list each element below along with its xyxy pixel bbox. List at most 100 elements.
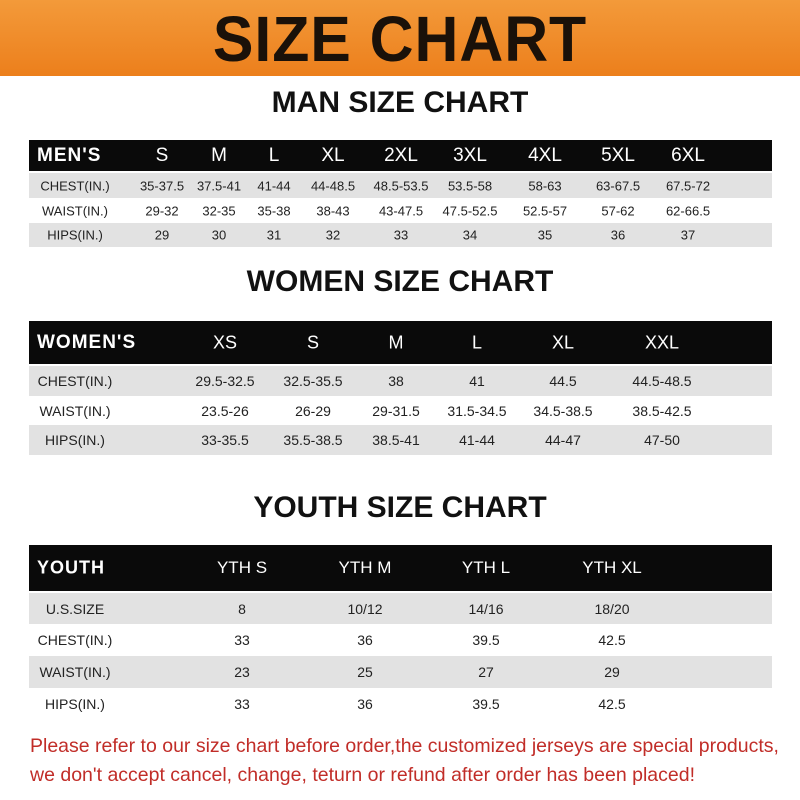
table-cell: 34.5-38.5 — [533, 402, 593, 419]
table-cell: 35-38 — [257, 203, 291, 218]
table-cell: 30 — [211, 227, 227, 243]
table-cell: 44.5 — [549, 373, 577, 389]
table-cell: 57-62 — [601, 203, 635, 218]
table-cell: 58-63 — [528, 178, 562, 193]
size-header: XL — [321, 144, 345, 166]
women-section-title: WOMEN SIZE CHART — [246, 265, 554, 298]
youth-size-table: YOUTH YTH S YTH M YTH L YTH XL U.S.SIZE 8 10/12… — [29, 545, 772, 719]
table-row: HIPS(IN.) 33-35.5 35.5-38.5 38.5-41 41-44 44-… — [29, 425, 772, 455]
table-cell: 37 — [680, 227, 696, 243]
size-header: 3XL — [453, 144, 487, 166]
table-label: WOMEN'S — [37, 331, 137, 353]
measure-label: HIPS(IN.) — [45, 432, 105, 448]
measure-label: HIPS(IN.) — [47, 227, 103, 243]
table-cell: 38 — [388, 373, 404, 389]
table-cell: 14/16 — [468, 600, 504, 617]
table-cell: 34 — [462, 227, 478, 243]
table-cell: 33 — [234, 695, 250, 712]
table-cell: 32-35 — [202, 203, 236, 218]
measure-label: WAIST(IN.) — [39, 402, 111, 419]
table-cell: 10/12 — [347, 600, 383, 617]
size-header: 5XL — [601, 144, 635, 166]
table-row: CHEST(IN.) 29.5-32.5 32.5-35.5 38 41 44.5 44.5… — [29, 366, 772, 396]
notice-line-2: we don't accept cancel, change, teturn o… — [30, 764, 695, 786]
table-cell: 27 — [478, 664, 494, 680]
size-header: S — [306, 332, 320, 352]
measure-label: WAIST(IN.) — [39, 664, 111, 680]
size-header: S — [155, 144, 169, 166]
size-header: YTH L — [461, 558, 511, 577]
table-row: WAIST(IN.) 23 25 27 29 — [29, 656, 772, 688]
table-cell: 44.5-48.5 — [632, 373, 692, 389]
table-cell: 35 — [537, 227, 553, 243]
table-cell: 33 — [234, 632, 250, 648]
table-cell: 53.5-58 — [447, 178, 493, 193]
size-header: 4XL — [528, 144, 562, 166]
table-row: WAIST(IN.) 23.5-26 26-29 29-31.5 31.5-34.5 34… — [29, 396, 772, 425]
header-row: MEN'S S M L XL 2XL 3XL 4XL 5XL 6XL — [29, 140, 772, 171]
title-banner: SIZE CHART — [0, 0, 800, 76]
header-row: WOMEN'S XS S M L XL XXL — [29, 321, 772, 364]
table-cell: 29 — [154, 227, 170, 243]
table-cell: 47.5-52.5 — [442, 203, 498, 218]
table-cell: 31.5-34.5 — [447, 402, 507, 419]
table-cell: 29-32 — [145, 203, 179, 218]
size-header: M — [211, 144, 227, 166]
size-header: 6XL — [671, 144, 705, 166]
table-cell: 36 — [357, 695, 373, 712]
table-cell: 38.5-42.5 — [632, 402, 692, 419]
size-header: XL — [551, 332, 575, 352]
table-cell: 36 — [357, 632, 373, 648]
measure-label: CHEST(IN.) — [37, 632, 113, 648]
size-header: 2XL — [384, 144, 418, 166]
table-cell: 44-48.5 — [310, 178, 356, 193]
table-cell: 32.5-35.5 — [283, 373, 343, 389]
table-cell: 37.5-41 — [196, 178, 242, 193]
table-row: CHEST(IN.) 33 36 39.5 42.5 — [29, 624, 772, 656]
table-row: WAIST(IN.) 29-32 32-35 35-38 38-43 43-47.5 47.… — [29, 198, 772, 223]
table-cell: 29.5-32.5 — [195, 373, 255, 389]
table-cell: 31 — [266, 227, 282, 243]
table-cell: 43-47.5 — [378, 203, 424, 218]
table-cell: 18/20 — [594, 600, 630, 617]
measure-label: U.S.SIZE — [45, 600, 105, 617]
table-cell: 47-50 — [644, 432, 680, 448]
table-row: HIPS(IN.) 29 30 31 32 33 34 35 36 37 — [29, 223, 772, 247]
table-label: MEN'S — [37, 144, 102, 166]
table-cell: 36 — [610, 227, 626, 243]
size-header: L — [268, 144, 280, 166]
table-cell: 33-35.5 — [201, 432, 249, 448]
size-header: XS — [212, 332, 238, 352]
table-cell: 29 — [604, 664, 620, 680]
notice-line-1: Please refer to our size chart before or… — [30, 735, 779, 757]
size-header: M — [388, 332, 404, 352]
measure-label: CHEST(IN.) — [40, 178, 110, 193]
size-header: YTH S — [216, 558, 268, 577]
table-cell: 67.5-72 — [665, 178, 711, 193]
size-header: L — [471, 332, 483, 352]
table-cell: 23.5-26 — [201, 402, 249, 419]
table-cell: 63-67.5 — [595, 178, 641, 193]
table-cell: 42.5 — [598, 695, 626, 712]
table-cell: 35.5-38.5 — [283, 432, 343, 448]
table-cell: 8 — [238, 600, 246, 617]
table-cell: 32 — [325, 227, 341, 243]
table-cell: 48.5-53.5 — [373, 178, 429, 193]
size-header: YTH M — [338, 558, 392, 577]
table-label: YOUTH — [37, 557, 105, 578]
table-cell: 41 — [469, 373, 485, 389]
table-row: HIPS(IN.) 33 36 39.5 42.5 — [29, 688, 772, 719]
size-header: YTH XL — [582, 558, 642, 577]
men-size-table: MEN'S S M L XL 2XL 3XL 4XL 5XL 6XL CHEST(IN.) 35-37… — [29, 140, 772, 247]
table-row: CHEST(IN.) 35-37.5 37.5-41 41-44 44-48.5 48.5… — [29, 173, 772, 198]
table-cell: 38.5-41 — [372, 432, 420, 448]
header-row: YOUTH YTH S YTH M YTH L YTH XL — [29, 545, 772, 591]
table-cell: 41-44 — [459, 432, 495, 448]
table-cell: 25 — [357, 664, 373, 680]
table-cell: 26-29 — [295, 402, 331, 419]
table-cell: 42.5 — [598, 632, 626, 648]
table-cell: 38-43 — [316, 203, 350, 218]
table-cell: 33 — [393, 227, 409, 243]
women-size-table: WOMEN'S XS S M L XL XXL CHEST(IN.) 29.5-32.5 32.5… — [29, 321, 772, 455]
table-row: U.S.SIZE 8 10/12 14/16 18/20 — [29, 593, 772, 624]
